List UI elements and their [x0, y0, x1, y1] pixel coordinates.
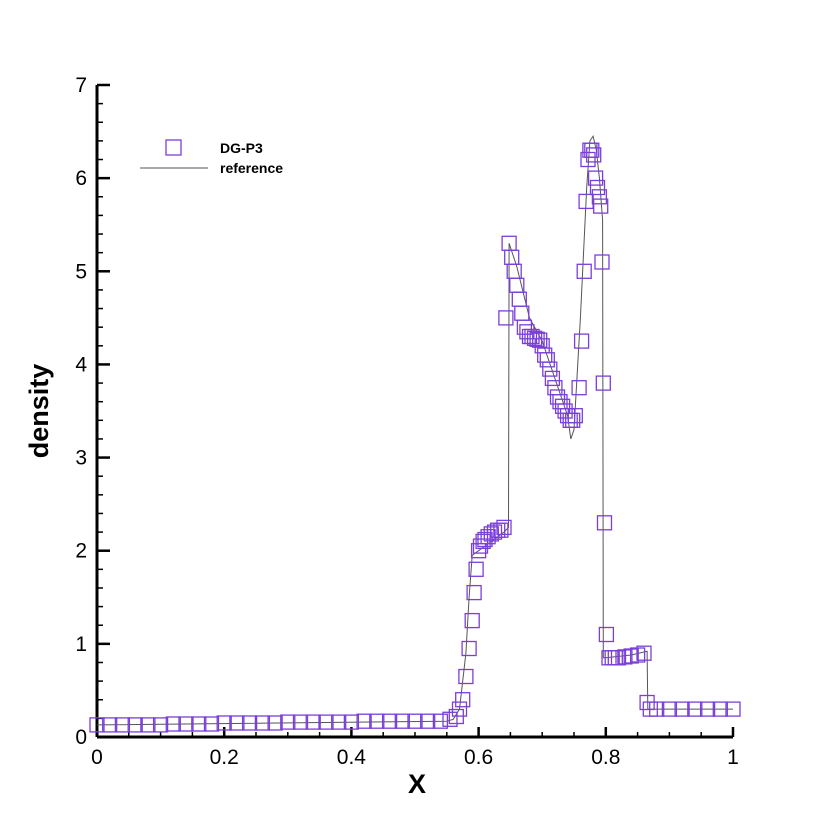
dg-p3-point — [617, 649, 633, 665]
y-axis-title: density — [24, 364, 54, 459]
dg-p3-point — [586, 147, 602, 163]
dg-p3-point — [539, 352, 555, 368]
dg-p3-point — [532, 332, 548, 348]
x-tick-label: 0.8 — [591, 746, 620, 769]
dg-p3-point — [594, 254, 610, 270]
dg-p3-point — [381, 713, 398, 729]
dg-p3-point — [165, 716, 181, 732]
legend-label-dg-p3: DG-P3 — [220, 140, 263, 156]
y-tick-label: 7 — [75, 74, 87, 97]
dg-p3-point — [305, 714, 321, 730]
dg-p3-point — [589, 179, 606, 196]
dg-p3-point — [573, 333, 590, 349]
dg-p3-point — [407, 713, 423, 729]
dg-p3-point — [420, 713, 436, 729]
x-tick-label: 1 — [727, 746, 739, 769]
dg-p3-point — [451, 701, 468, 717]
y-tick-label: 4 — [75, 353, 87, 376]
dg-p3-point — [559, 408, 576, 424]
y-tick-label: 5 — [75, 260, 87, 283]
dg-p3-point — [343, 714, 360, 730]
dg-p3-point — [496, 519, 512, 536]
dg-p3-point — [216, 715, 232, 731]
legend-label-reference: reference — [220, 160, 283, 176]
dg-p3-point — [241, 715, 258, 731]
y-tick-label: 1 — [75, 633, 87, 656]
dg-p3-point — [89, 717, 105, 733]
dg-p3-point — [455, 692, 471, 708]
x-tick-label: 0.6 — [464, 746, 493, 769]
dg-p3-point — [127, 717, 143, 733]
x-axis-title: X — [408, 769, 426, 799]
dg-p3-point — [432, 713, 449, 729]
dg-p3-point — [661, 701, 678, 717]
dg-p3-point — [580, 151, 596, 168]
dg-p3-point — [468, 561, 484, 577]
dg-p3-point — [649, 701, 665, 717]
legend: DG-P3 reference — [140, 139, 283, 176]
dg-p3-point — [498, 310, 514, 326]
dg-p3-point — [229, 715, 245, 731]
y-tick-label: 6 — [75, 167, 87, 190]
legend-square-marker-icon — [165, 139, 182, 156]
dg-p3-point — [152, 717, 169, 733]
x-tick-label: 0.4 — [337, 746, 367, 769]
dg-p3-point — [254, 715, 271, 731]
dg-p3-point — [712, 701, 728, 717]
dg-p3-point — [203, 716, 220, 732]
dg-p3-point — [591, 189, 608, 205]
dg-p3-point — [598, 626, 615, 643]
dg-p3-point — [464, 612, 480, 629]
dg-p3-point — [114, 717, 131, 733]
y-tick-label: 3 — [75, 447, 87, 470]
dg-p3-point — [584, 142, 600, 158]
dg-p3-point — [636, 645, 652, 661]
dg-p3-point — [369, 713, 385, 729]
dg-p3-point — [674, 701, 690, 717]
dg-p3-series — [89, 142, 741, 733]
dg-p3-point — [596, 515, 613, 531]
dg-p3-point — [461, 640, 477, 657]
dg-p3-point — [571, 380, 587, 396]
dg-p3-point — [394, 713, 410, 729]
reference-series — [96, 134, 733, 726]
dg-p3-point — [595, 375, 611, 391]
axes: 0 0.2 0.4 0.6 0.8 1 0 1 2 3 4 5 6 7 — [75, 74, 739, 769]
dg-p3-point — [356, 713, 372, 729]
dg-p3-point — [442, 711, 458, 727]
dg-p3-point — [565, 412, 581, 428]
dg-p3-point — [280, 714, 296, 730]
dg-p3-point — [102, 717, 118, 733]
dg-p3-point — [725, 701, 741, 717]
dg-p3-point — [587, 170, 604, 186]
dg-p3-point — [493, 522, 509, 538]
dg-p3-point — [699, 701, 716, 717]
dg-p3-point — [593, 198, 609, 214]
dg-p3-point — [687, 701, 703, 717]
dg-p3-point — [466, 584, 482, 601]
dg-p3-point — [318, 714, 334, 730]
dg-p3-point — [458, 668, 474, 685]
x-tick-label: 0 — [91, 746, 103, 769]
reference-line — [96, 134, 733, 726]
dg-p3-point — [267, 715, 283, 731]
dg-p3-point — [191, 716, 207, 732]
dg-p3-point — [140, 717, 156, 733]
dg-p3-point — [567, 408, 583, 424]
dg-p3-point — [292, 714, 309, 730]
dg-p3-point — [178, 716, 194, 732]
y-tick-label: 2 — [75, 540, 87, 563]
dg-p3-point — [331, 714, 347, 730]
dg-p3-point — [511, 291, 527, 307]
x-tick-label: 0.2 — [210, 746, 239, 769]
dg-p3-point — [607, 650, 623, 666]
dg-p3-point — [542, 361, 558, 377]
dg-p3-point — [544, 370, 561, 387]
dg-p3-point — [576, 263, 592, 279]
y-tick-label: 0 — [75, 726, 87, 749]
dg-p3-point — [524, 328, 540, 345]
